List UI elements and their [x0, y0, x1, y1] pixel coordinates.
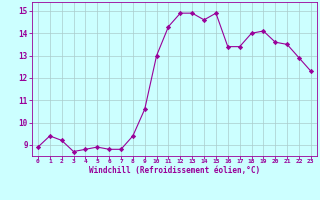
X-axis label: Windchill (Refroidissement éolien,°C): Windchill (Refroidissement éolien,°C)	[89, 166, 260, 175]
